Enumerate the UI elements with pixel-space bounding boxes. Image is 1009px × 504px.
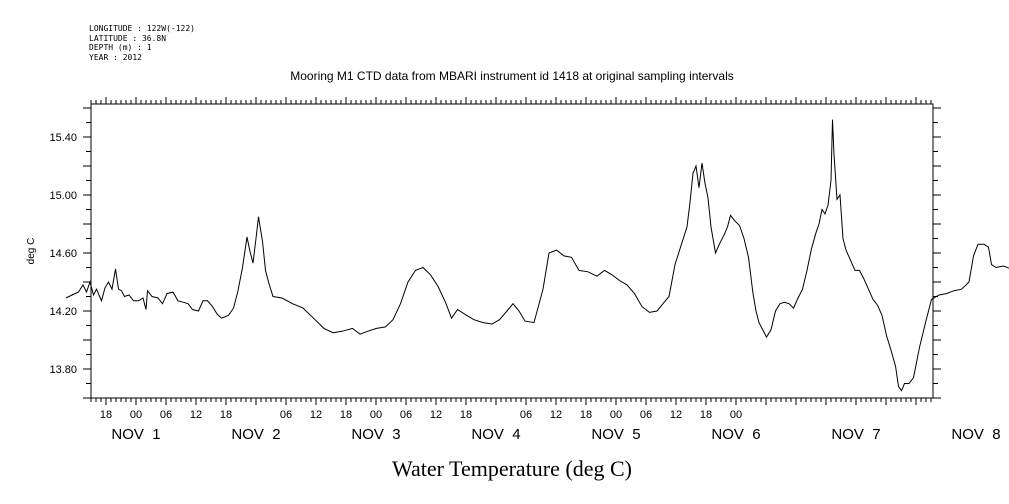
day-label: NOV 2: [231, 426, 280, 443]
x-tick-label: 18: [340, 409, 352, 421]
x-tick-label: 12: [430, 409, 442, 421]
day-label: NOV 1: [111, 426, 160, 443]
x-axis-label: Water Temperature (deg C): [392, 456, 632, 481]
x-tick-label: 06: [160, 409, 172, 421]
axis-ticks: [83, 97, 941, 405]
plot-frame: [90, 103, 934, 399]
x-tick-label: 12: [310, 409, 322, 421]
day-label: NOV 5: [591, 426, 640, 443]
day-label: NOV 4: [471, 426, 520, 443]
day-labels: NOV 1 NOV 2 NOV 3 NOV 4 NOV 5 NOV 6 NOV 7 NOV 8: [111, 426, 1000, 443]
metadata-block: LONGITUDE : 122W(-122) LATITUDE : 36.8N …: [89, 24, 195, 62]
latitude-label: LATITUDE : 36.8N: [89, 34, 166, 43]
x-tick-label: 18: [220, 409, 232, 421]
x-tick-label: 06: [400, 409, 412, 421]
x-tick-label: 00: [370, 409, 382, 421]
day-label: NOV 3: [351, 426, 400, 443]
depth-label: DEPTH (m) : 1: [89, 43, 152, 52]
day-label: NOV 8: [951, 426, 1000, 443]
x-tick-label: 18: [460, 409, 472, 421]
x-tick-label: 18: [700, 409, 712, 421]
y-tick-label: 14.60: [49, 248, 77, 260]
x-tick-label: 00: [730, 409, 742, 421]
y-tick-label: 15.40: [49, 132, 77, 144]
x-tick-label: 06: [640, 409, 652, 421]
x-tick-label: 12: [670, 409, 682, 421]
temperature-series-line: [65, 119, 1009, 392]
x-tick-label: 12: [550, 409, 562, 421]
chart-title: Mooring M1 CTD data from MBARI instrumen…: [290, 69, 734, 83]
x-tick-labels: 18 00 06 12 18 06 12 18 00 06 12 18 06 12 18 00 06 12 18 00: [100, 409, 742, 421]
y-tick-label: 13.80: [49, 364, 77, 376]
x-tick-label: 06: [520, 409, 532, 421]
x-tick-label: 00: [130, 409, 142, 421]
x-tick-label: 18: [100, 409, 112, 421]
x-tick-label: 06: [280, 409, 292, 421]
year-label: YEAR : 2012: [89, 53, 142, 62]
y-tick-label: 15.00: [49, 190, 77, 202]
y-axis-label: deg C: [26, 238, 37, 265]
longitude-label: LONGITUDE : 122W(-122): [89, 24, 195, 33]
y-tick-labels: 13.80 14.20 14.60 15.00 15.40: [49, 132, 77, 376]
day-label: NOV 6: [711, 426, 760, 443]
x-tick-label: 00: [610, 409, 622, 421]
day-label: NOV 7: [831, 426, 880, 443]
x-tick-label: 18: [580, 409, 592, 421]
x-tick-label: 12: [190, 409, 202, 421]
y-tick-label: 14.20: [49, 306, 77, 318]
